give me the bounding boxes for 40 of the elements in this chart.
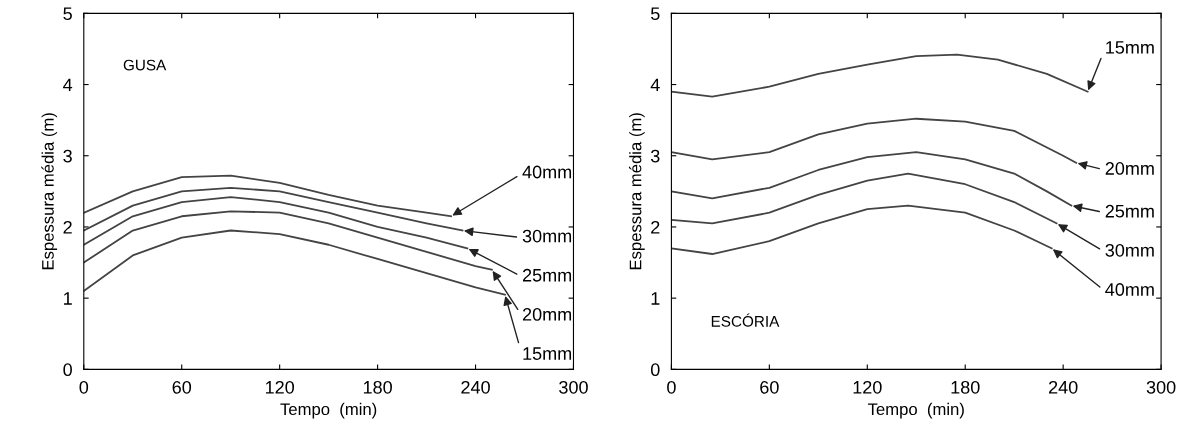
text: 15mm <box>1106 41 1154 54</box>
y-tick-label: 0 <box>63 363 72 377</box>
y-tick-label: 2 <box>63 220 72 234</box>
x-tick-label: 180 <box>363 380 392 394</box>
y-tick-label: 3 <box>63 149 72 163</box>
y-axis-title: Espessura média (m) <box>628 113 645 270</box>
x-tick-label: 60 <box>760 380 779 394</box>
y-tick-label: 1 <box>651 292 660 305</box>
x-tick-label: 120 <box>853 380 882 394</box>
y-tick-label: 4 <box>650 78 660 92</box>
y-tick-label: 4 <box>63 78 73 92</box>
y-tick-label: 5 <box>650 7 660 21</box>
annotation: GUSA <box>123 59 167 71</box>
y-tick-label: 3 <box>650 149 660 163</box>
y-tick-label: 1 <box>64 292 72 305</box>
x-tick-label: 300 <box>559 380 588 394</box>
series-label: 20mm <box>1105 162 1154 175</box>
text: 40mm <box>522 165 572 179</box>
y-tick-label: 5 <box>63 7 72 21</box>
x-axis-title: Tempo (min) <box>868 402 964 419</box>
x-tick-label: 240 <box>1049 380 1078 394</box>
text: 20mm <box>522 308 572 321</box>
x-tick-label: 0 <box>667 380 676 394</box>
text: 25mm <box>522 268 572 282</box>
text: 30mm <box>1105 243 1154 257</box>
y-tick-label: 0 <box>650 363 660 377</box>
x-tick-label: 120 <box>265 380 295 394</box>
y-axis-title: Espessura média (m) <box>41 113 58 270</box>
x-tick-label: 0 <box>79 380 89 394</box>
annotation: ESCÓRIA <box>711 313 780 327</box>
x-tick-label: 180 <box>951 380 980 394</box>
x-tick-label: 60 <box>172 380 192 394</box>
y-tick-label: 2 <box>651 220 660 234</box>
x-tick-label: 240 <box>461 380 490 394</box>
x-axis-title: Tempo (min) <box>280 402 377 419</box>
text: 15mm <box>523 347 572 360</box>
series-label: 25mm <box>1105 204 1154 218</box>
text: 40mm <box>1105 283 1154 296</box>
text: 30mm <box>522 229 572 243</box>
x-tick-label: 300 <box>1146 380 1176 394</box>
